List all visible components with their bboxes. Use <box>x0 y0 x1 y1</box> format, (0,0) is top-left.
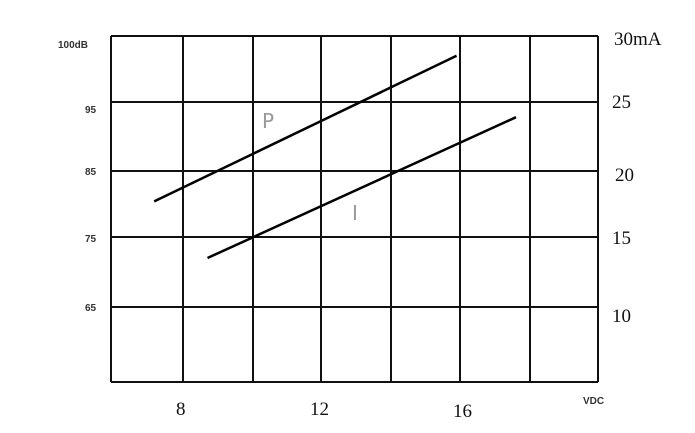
series-line-p <box>153 54 458 203</box>
x-tick-16: 16 <box>453 401 472 422</box>
right-tick-15: 15 <box>612 228 631 249</box>
right-tick-25: 25 <box>612 92 631 113</box>
x-tick-8: 8 <box>176 399 186 420</box>
left-tick-65: 65 <box>85 303 97 314</box>
left-tick-95: 95 <box>85 105 97 116</box>
series-label-p: P <box>262 109 274 133</box>
right-tick-30ma: 30mA <box>614 29 662 50</box>
x-tick-12: 12 <box>310 399 329 420</box>
grid <box>110 35 599 383</box>
left-tick-85: 85 <box>85 167 97 178</box>
right-tick-10: 10 <box>612 306 631 327</box>
right-tick-20: 20 <box>615 165 634 186</box>
series-label-i: I <box>352 201 358 225</box>
left-tick-75: 75 <box>85 234 97 245</box>
series-line-i <box>206 116 517 260</box>
left-tick-100db: 100dB <box>58 40 88 51</box>
x-axis-label: VDC <box>583 396 604 407</box>
